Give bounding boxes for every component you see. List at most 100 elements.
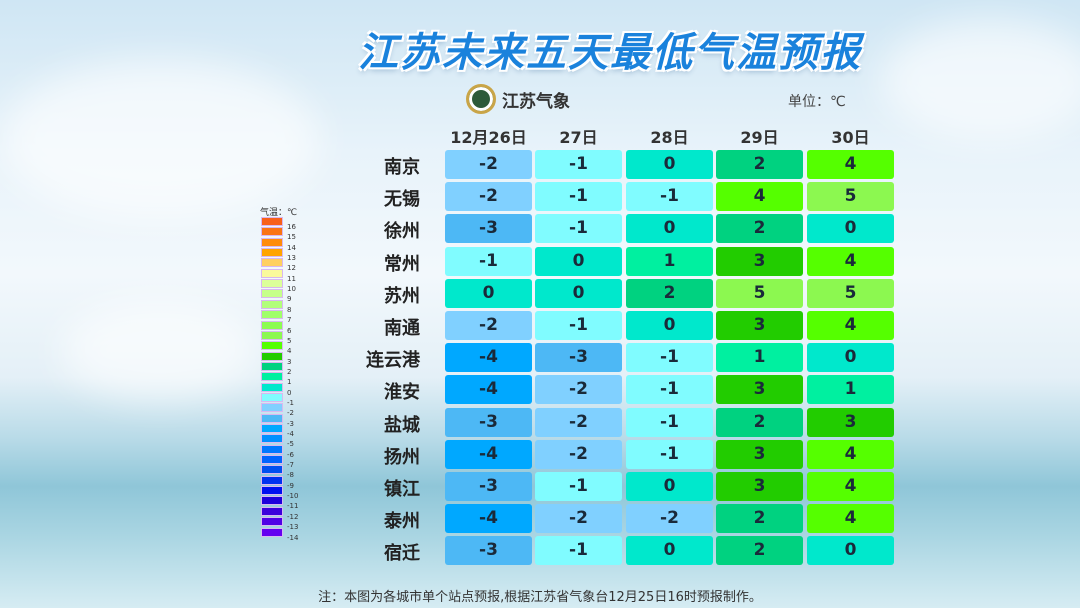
- legend-label: 8: [287, 305, 292, 314]
- legend-swatch: [261, 217, 283, 226]
- heatmap-cell: 2: [716, 214, 803, 244]
- legend-label: 14: [287, 243, 296, 252]
- city-label: 宿迁: [384, 543, 420, 565]
- legend-label: 10: [287, 285, 296, 294]
- legend-swatch: [261, 444, 283, 454]
- page-title: 江苏未来五天最低气温预报: [358, 30, 862, 76]
- column-header: 12月26日: [450, 128, 527, 147]
- heatmap-cell: -2: [535, 439, 622, 469]
- heatmap-cell: 0: [807, 343, 894, 373]
- city-label: 南通: [384, 318, 420, 339]
- heatmap-cell: -2: [445, 311, 532, 340]
- heatmap-cell: -1: [535, 150, 622, 179]
- legend-swatch: [261, 227, 283, 237]
- heatmap-cell: -1: [535, 214, 622, 244]
- legend-label: 12: [287, 264, 296, 273]
- heatmap-cell: 2: [716, 150, 803, 179]
- heatmap-cell: 0: [445, 278, 532, 308]
- heatmap-cell: -1: [626, 439, 713, 469]
- footnote: 注：本图为各城市单个站点预报,根据江苏省气象台12月25日16时预报制作。: [318, 590, 762, 605]
- city-label: 苏州: [384, 285, 420, 307]
- legend-label: 11: [287, 274, 296, 283]
- heatmap-cell: 4: [807, 150, 894, 179]
- legend-swatch: [261, 403, 283, 413]
- legend-swatch: [261, 392, 283, 402]
- heatmap-cell: 3: [716, 472, 803, 501]
- heatmap-cell: 0: [626, 311, 713, 340]
- heatmap-cell: 0: [535, 278, 622, 308]
- legend-label: 3: [287, 357, 292, 366]
- legend-label: 4: [287, 347, 292, 356]
- legend-swatch: [261, 268, 283, 278]
- legend-swatch: [261, 361, 283, 371]
- legend-swatch: [261, 289, 283, 299]
- column-header: 29日: [740, 128, 779, 147]
- jiangsu-meteorology-seal-icon: [466, 84, 496, 114]
- heatmap-cell: -1: [626, 343, 713, 373]
- heatmap-cell: -4: [445, 343, 532, 373]
- background-cloud: [60, 300, 260, 400]
- city-label: 淮安: [384, 382, 420, 404]
- heatmap-cell: 4: [807, 246, 894, 276]
- legend-swatch: [261, 237, 283, 247]
- column-header: 30日: [831, 128, 870, 147]
- legend-label: -13: [287, 523, 299, 532]
- heatmap-cell: 3: [716, 375, 803, 405]
- heatmap-cell: -4: [445, 439, 532, 469]
- legend-swatch: [261, 310, 283, 320]
- legend-label: 9: [287, 295, 292, 304]
- heatmap-cell: 0: [807, 214, 894, 244]
- legend-swatch: [261, 299, 283, 309]
- city-label: 连云港: [366, 350, 420, 372]
- heatmap-cell: -1: [445, 246, 532, 276]
- legend-label: -12: [287, 512, 299, 521]
- heatmap-cell: 3: [716, 439, 803, 469]
- legend-label: 15: [287, 233, 296, 242]
- legend-label: -3: [287, 419, 294, 428]
- heatmap-cell: 1: [807, 375, 894, 405]
- heatmap-cell: 4: [807, 439, 894, 469]
- heatmap-cell: 4: [807, 472, 894, 501]
- legend-swatch: [261, 465, 283, 475]
- legend-label: -5: [287, 440, 294, 449]
- heatmap-cell: 1: [626, 246, 713, 276]
- legend-swatch: [261, 413, 283, 423]
- heatmap-cell: -4: [445, 504, 532, 534]
- legend-label: -6: [287, 450, 294, 459]
- legend-swatch: [261, 496, 283, 506]
- legend-label: -10: [287, 492, 299, 501]
- heatmap-cell: -2: [626, 504, 713, 534]
- city-label: 南京: [384, 157, 420, 178]
- heatmap-cell: -1: [535, 182, 622, 212]
- heatmap-cell: 5: [716, 278, 803, 308]
- legend-label: 2: [287, 367, 292, 376]
- logo-text: 江苏气象: [502, 91, 570, 112]
- heatmap-cell: 3: [807, 407, 894, 437]
- heatmap-cell: -2: [535, 407, 622, 437]
- city-label: 无锡: [384, 189, 420, 211]
- heatmap-cell: 0: [807, 536, 894, 566]
- legend-label: 6: [287, 326, 292, 335]
- heatmap-cell: -1: [626, 407, 713, 437]
- legend-label: -1: [287, 398, 294, 407]
- legend-swatch: [261, 320, 283, 330]
- column-header: 28日: [650, 128, 689, 147]
- heatmap-cell: -3: [445, 536, 532, 566]
- legend-title: 气温：℃: [260, 208, 298, 218]
- background-cloud: [880, 20, 1080, 140]
- city-label: 常州: [384, 253, 420, 275]
- legend-label: -11: [287, 502, 299, 511]
- legend-label: 5: [287, 336, 292, 345]
- heatmap-cell: -2: [445, 150, 532, 179]
- city-label: 徐州: [384, 221, 420, 243]
- heatmap-cell: -3: [535, 343, 622, 373]
- legend-swatch: [261, 382, 283, 392]
- legend-label: 1: [287, 378, 292, 387]
- city-label: 泰州: [384, 511, 420, 533]
- heatmap-cell: 4: [807, 311, 894, 340]
- legend-swatch: [261, 258, 283, 268]
- heatmap-cell: 0: [626, 214, 713, 244]
- legend-label: -4: [287, 430, 294, 438]
- legend-swatch: [261, 527, 283, 537]
- legend-label: 16: [287, 223, 296, 231]
